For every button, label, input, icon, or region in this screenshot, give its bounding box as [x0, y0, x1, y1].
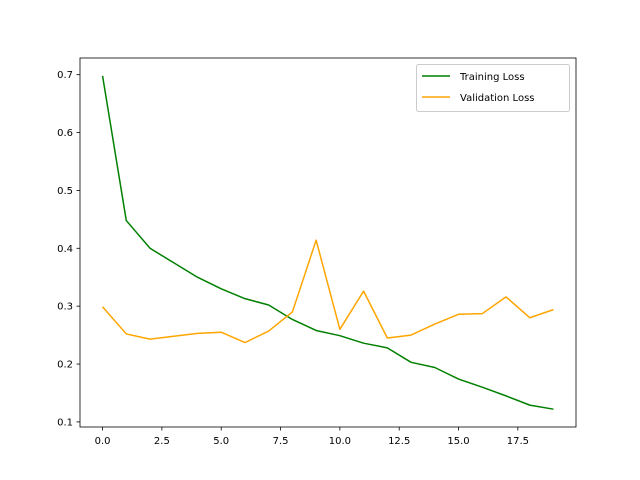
y-tick-label: 0.2: [57, 360, 73, 371]
legend-label-validation-loss: Validation Loss: [460, 93, 535, 104]
x-tick-label: 2.5: [154, 436, 170, 447]
y-tick-label: 0.7: [57, 70, 73, 81]
x-tick-label: 7.5: [273, 436, 289, 447]
series-line-validation-loss: [101, 239, 554, 344]
y-tick-label: 0.5: [57, 186, 73, 197]
y-tick-label: 0.6: [57, 128, 73, 139]
x-tick-label: 5.0: [213, 436, 229, 447]
legend-label-training-loss: Training Loss: [459, 72, 525, 83]
plot-frame: [79, 57, 577, 428]
y-tick-label: 0.3: [57, 302, 73, 313]
x-tick-label: 15.0: [447, 436, 469, 447]
x-axis-ticks: 0.0 2.5 5.0 7.5 10.0 12.5 15.0 17.5: [95, 427, 529, 447]
x-tick-label: 17.5: [507, 436, 529, 447]
series-line-training-loss: [101, 75, 554, 410]
y-tick-label: 0.1: [57, 417, 73, 428]
legend: Training Loss Validation Loss: [416, 64, 570, 112]
y-axis-ticks: 0.1 0.2 0.3 0.4 0.5 0.6 0.7: [57, 70, 80, 428]
legend-box: [416, 64, 570, 112]
x-tick-label: 10.0: [329, 436, 351, 447]
plot-series: [101, 75, 554, 410]
y-tick-label: 0.4: [57, 244, 73, 255]
x-tick-label: 0.0: [95, 436, 111, 447]
x-tick-label: 12.5: [388, 436, 410, 447]
